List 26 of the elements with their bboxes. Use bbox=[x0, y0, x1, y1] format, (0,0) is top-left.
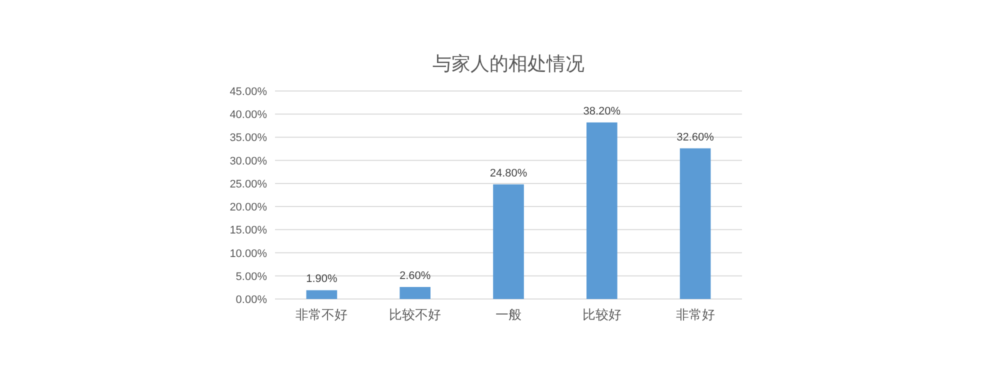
bar bbox=[400, 286, 431, 299]
bar bbox=[493, 184, 524, 299]
x-tick-label: 比较不好 bbox=[389, 307, 442, 322]
x-tick-label: 非常好 bbox=[676, 307, 715, 322]
chart-title: 与家人的相处情况 bbox=[432, 53, 584, 75]
bar bbox=[680, 148, 711, 299]
x-tick-label: 一般 bbox=[496, 307, 522, 322]
y-tick-label: 25.00% bbox=[230, 178, 268, 190]
data-label: 1.90% bbox=[306, 273, 338, 286]
data-label: 24.80% bbox=[490, 167, 528, 180]
y-tick-label: 0.00% bbox=[236, 294, 268, 306]
y-tick-label: 30.00% bbox=[230, 155, 268, 168]
bar bbox=[586, 122, 618, 299]
y-tick-label: 15.00% bbox=[230, 224, 268, 237]
x-tick-label: 比较好 bbox=[582, 307, 622, 322]
y-tick-label: 45.00% bbox=[230, 86, 268, 98]
data-label: 32.60% bbox=[676, 131, 714, 144]
y-tick-label: 5.00% bbox=[236, 270, 268, 283]
data-label: 38.20% bbox=[583, 105, 621, 118]
bar bbox=[306, 290, 338, 299]
y-tick-label: 10.00% bbox=[230, 248, 268, 260]
y-tick-label: 35.00% bbox=[230, 132, 268, 144]
x-tick-label: 非常不好 bbox=[296, 307, 348, 322]
y-tick-label: 40.00% bbox=[230, 109, 268, 122]
y-tick-label: 20.00% bbox=[230, 202, 268, 214]
data-label: 2.60% bbox=[400, 270, 431, 282]
